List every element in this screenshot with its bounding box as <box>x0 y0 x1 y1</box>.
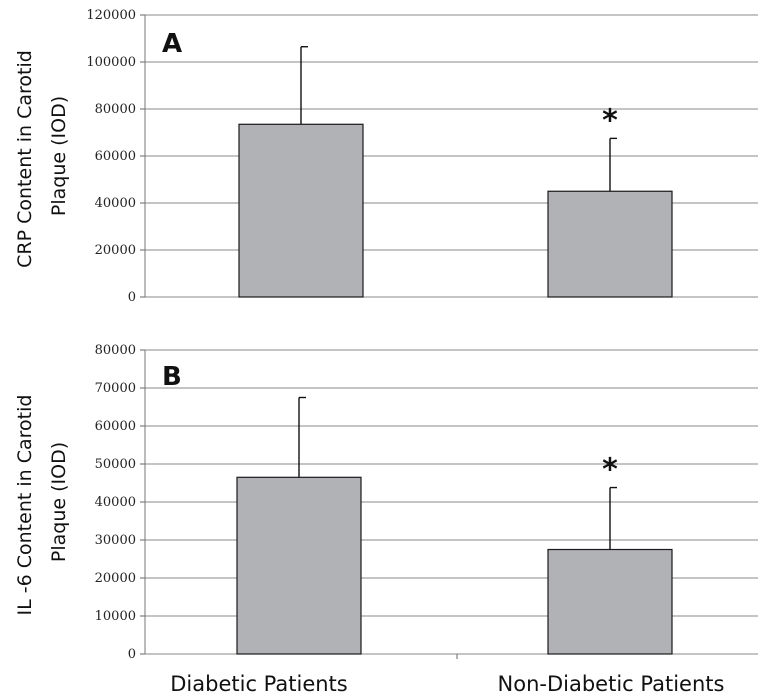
panel-b-y-tick-label: 0 <box>128 647 136 662</box>
panel-a-significance-marker: * <box>602 103 618 138</box>
panel-a-y-tick-label: 100000 <box>86 55 136 70</box>
panel-a-y-axis-title-line-1: CRP Content in Carotid <box>14 50 36 268</box>
panel-b-y-tick-label: 40000 <box>95 495 136 510</box>
panel-a-y-tick-label: 80000 <box>95 102 136 117</box>
panel-b-letter: B <box>162 362 182 392</box>
panel-a-y-tick-label: 0 <box>128 290 136 305</box>
panel-b-y-axis-title-line-1: IL -6 Content in Carotid <box>14 395 36 616</box>
panel-b-y-tick-label: 20000 <box>95 571 136 586</box>
panel-a-y-tick-label: 60000 <box>95 149 136 164</box>
panel-a-bars: * <box>238 46 673 298</box>
panel-b-significance-marker: * <box>602 453 618 488</box>
panel-a-letter: A <box>162 29 182 59</box>
panel-b-y-tick-label: 50000 <box>95 457 136 472</box>
panel-a-chart: * 0 20000 40000 60000 80000 100000 120000 A CR… <box>14 8 758 305</box>
panel-a-y-axis-title-line-2: Plaque (IOD) <box>48 96 70 216</box>
panel-b-y-axis-title: IL -6 Content in Carotid Plaque (IOD) <box>14 389 70 616</box>
panel-b-y-tick-label: 60000 <box>95 419 136 434</box>
panel-b-bars: * <box>236 396 673 655</box>
panel-b-y-tick-label: 80000 <box>95 343 136 358</box>
panel-b-chart: * 0 10000 20000 30000 40000 50000 60000 70000 80… <box>14 343 758 662</box>
panel-a-y-tick-label: 40000 <box>95 196 136 211</box>
x-category-label-diabetic: Diabetic Patients <box>170 672 347 696</box>
panel-a-y-tick-label: 120000 <box>86 8 136 23</box>
panel-a-bar-diabetic <box>238 123 364 298</box>
panel-b-y-tick-label: 30000 <box>95 533 136 548</box>
x-category-label-non-diabetic: Non-Diabetic Patients <box>498 672 725 696</box>
panel-b-y-axis-title-line-2: Plaque (IOD) <box>48 442 70 562</box>
panel-b-bar-non-diabetic <box>547 548 673 655</box>
panel-a-y-tick-label: 20000 <box>95 243 136 258</box>
panel-b-y-ticks: 0 10000 20000 30000 40000 50000 60000 70000 8000… <box>95 343 136 662</box>
panel-b-y-tick-label: 10000 <box>95 609 136 624</box>
panel-a-y-axis-title: CRP Content in Carotid Plaque (IOD) <box>14 44 70 268</box>
panel-b-y-tick-label: 70000 <box>95 381 136 396</box>
panel-a-y-ticks: 0 20000 40000 60000 80000 100000 120000 <box>86 8 136 305</box>
panel-b-bar-diabetic <box>236 476 362 655</box>
panel-a-bar-non-diabetic <box>547 190 673 298</box>
